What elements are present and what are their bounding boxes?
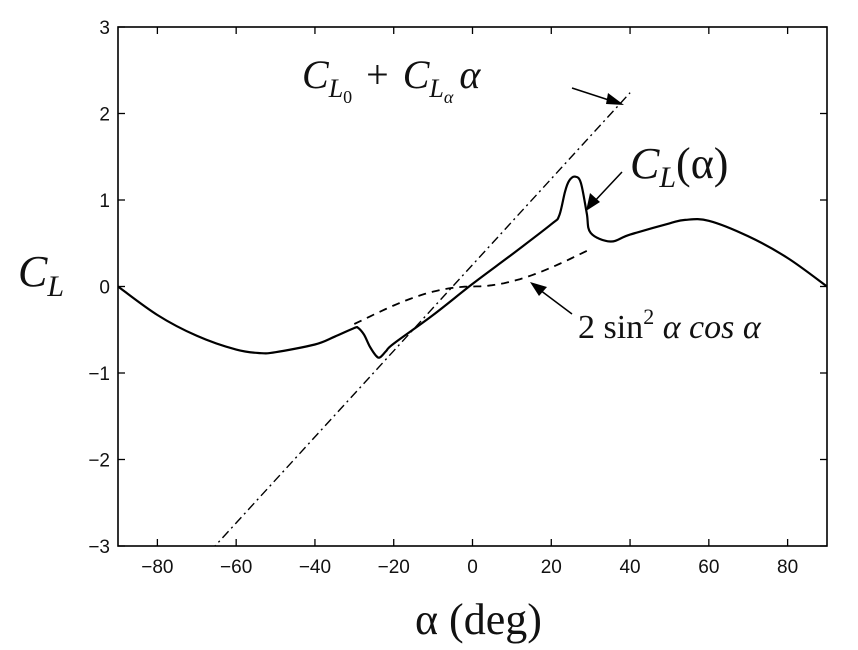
x-axis-ticks: −80 −60 −40 −20 0 20 40 60 80 <box>141 27 798 578</box>
y-tick-label: −1 <box>88 364 110 385</box>
y-tick-label: 3 <box>99 18 110 39</box>
annotation-linear-label: CL0 + CLα α <box>302 52 481 107</box>
x-tick-label: −40 <box>299 557 331 578</box>
annotation-cl-label: CL(α) <box>630 139 728 194</box>
y-axis-ticks: −3 −2 −1 0 1 2 3 <box>88 18 827 558</box>
x-tick-label: −80 <box>141 557 173 578</box>
y-tick-label: −2 <box>88 451 110 472</box>
axes-frame <box>117 26 828 547</box>
series-sin-cos-line <box>353 248 592 325</box>
x-tick-label: 40 <box>619 557 640 578</box>
y-axis-label: CL <box>18 247 64 303</box>
x-tick-label: −60 <box>220 557 252 578</box>
x-tick-label: −20 <box>378 557 410 578</box>
series-cl-alpha-line <box>118 175 827 359</box>
y-tick-label: 0 <box>99 278 110 299</box>
plot-area <box>118 27 827 546</box>
series-linear-line <box>214 92 631 546</box>
y-tick-label: 2 <box>99 105 110 126</box>
x-tick-label: 20 <box>541 557 562 578</box>
x-tick-label: 0 <box>467 557 478 578</box>
y-tick-label: 1 <box>99 191 110 212</box>
annotation-linear-arrow <box>571 87 624 105</box>
annotation-cl-arrow <box>586 171 623 211</box>
annotation-sin-arrow <box>530 282 573 315</box>
x-axis-label: α (deg) <box>415 595 542 644</box>
x-tick-label: 60 <box>698 557 719 578</box>
series-layer <box>118 92 827 546</box>
y-label-main: C <box>18 247 48 296</box>
x-tick-label: 80 <box>777 557 798 578</box>
annotation-sin-label: 2 sin2 α cos α <box>578 304 762 346</box>
y-tick-label: −3 <box>88 537 110 558</box>
y-label-sub: L <box>46 270 64 303</box>
